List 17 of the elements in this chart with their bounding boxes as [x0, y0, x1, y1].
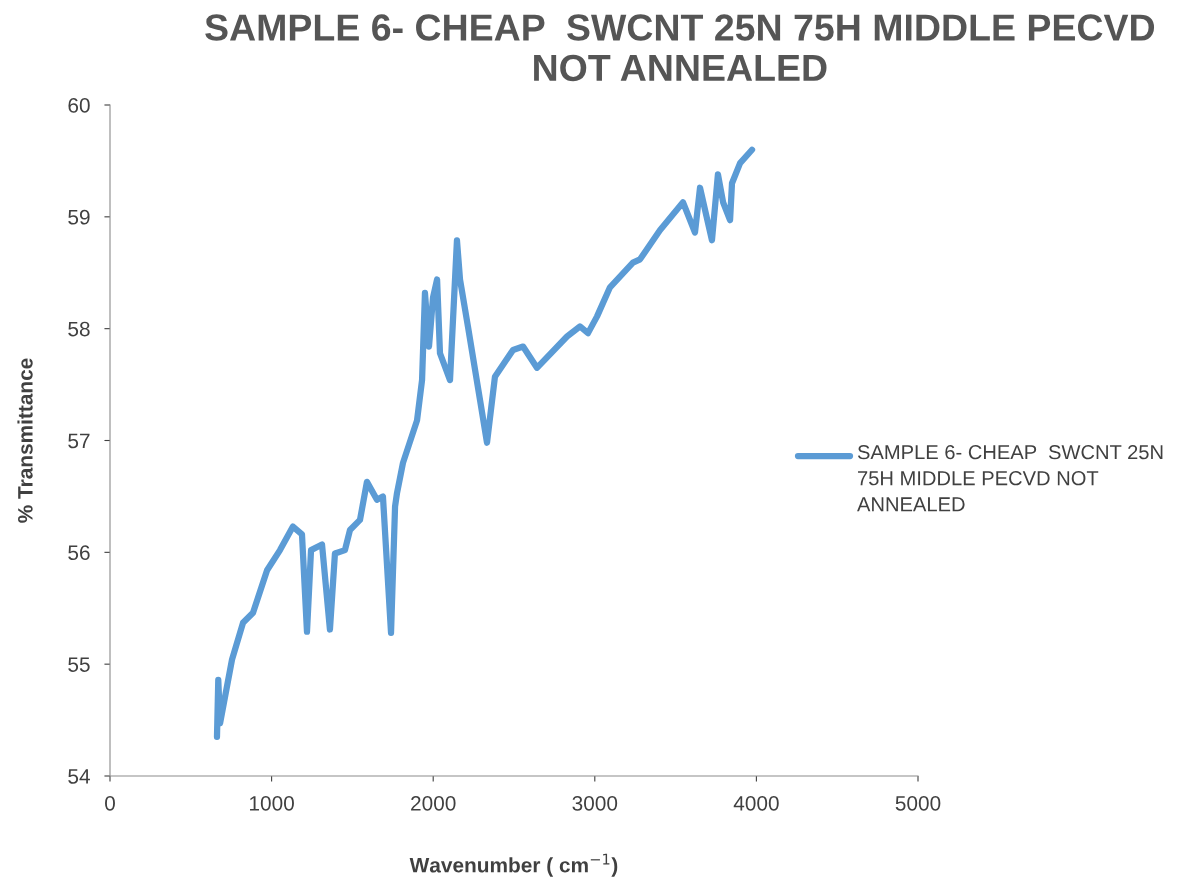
y-tick-label: 57 — [68, 433, 90, 449]
y-tick-label: 59 — [68, 209, 90, 225]
x-tick-label: 3000 — [572, 795, 618, 811]
y-tick-label: 54 — [68, 769, 90, 784]
y-tick-label: 60 — [68, 98, 90, 113]
x-tick-label: 4000 — [733, 795, 779, 811]
y-tick-label: 55 — [68, 657, 90, 672]
y-tick-label: 58 — [68, 321, 90, 337]
x-tick-label: 5000 — [895, 795, 941, 811]
x-tick-label: 1000 — [250, 795, 294, 811]
x-tick-label: 2000 — [411, 795, 456, 811]
y-axis-title: % Transmittance — [17, 358, 33, 523]
legend-label: SAMPLE 6- CHEAP SWCNT 25N 75H MIDDLE PECVD NOT ANNEALED — [857, 445, 1163, 512]
x-tick-label: 0 — [105, 795, 115, 811]
y-tick-label: 56 — [68, 545, 90, 561]
x-axis-title: Wavenumber ( cm$^{−1}$) — [409, 853, 618, 877]
chart-title: SAMPLE 6- CHEAP SWCNT 25N 75H MIDDLE PECVD NOT ANNEALED — [205, 14, 1155, 82]
